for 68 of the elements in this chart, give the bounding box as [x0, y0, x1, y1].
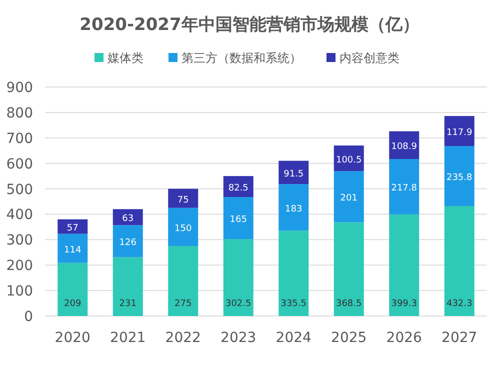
x-tick-label: 2027	[442, 330, 478, 346]
bar	[389, 158, 420, 214]
bar	[444, 116, 474, 146]
y-tick-label: 200	[6, 258, 33, 274]
y-tick-label: 800	[6, 105, 33, 122]
bar	[112, 225, 143, 258]
bar	[112, 209, 143, 226]
data-label: 183	[285, 204, 302, 214]
data-label: 126	[119, 238, 137, 248]
x-tick-label: 2022	[165, 330, 201, 346]
chart-title: 2020-2027年中国智能营销市场规模（亿）	[80, 15, 420, 35]
data-label: 57	[66, 224, 78, 234]
y-tick-label: 600	[6, 156, 33, 172]
data-label: 275	[174, 299, 192, 309]
y-tick-label: 300	[6, 232, 33, 249]
x-tick-label: 2026	[386, 330, 422, 346]
data-label: 209	[64, 299, 82, 309]
x-tick-label: 2020	[54, 330, 90, 346]
data-label: 335.5	[280, 299, 307, 309]
bar	[168, 208, 198, 246]
data-label: 91.5	[284, 169, 304, 180]
bar	[334, 222, 364, 316]
y-tick-label: 500	[6, 182, 33, 198]
data-label: 63	[122, 214, 134, 224]
data-label: 399.3	[391, 299, 418, 309]
data-label: 75	[177, 195, 189, 206]
data-label: 201	[340, 194, 358, 204]
x-tick-label: 2024	[276, 330, 312, 346]
bar	[278, 184, 309, 231]
bar	[278, 230, 309, 316]
data-label: 114	[64, 245, 82, 256]
bar	[444, 146, 474, 206]
y-tick-label: 900	[6, 80, 33, 96]
data-label: 235.8	[446, 173, 473, 184]
data-label: 100.5	[336, 155, 362, 166]
legend-label: 内容创意类	[340, 51, 400, 65]
data-label: 432.3	[446, 299, 472, 309]
data-label: 117.9	[446, 128, 473, 138]
x-tick-label: 2025	[331, 330, 367, 346]
y-tick-label: 0	[24, 309, 33, 325]
bar	[58, 219, 88, 234]
bar	[223, 176, 254, 198]
data-label: 82.5	[228, 184, 248, 194]
data-label: 217.8	[391, 184, 418, 194]
bar	[168, 246, 198, 316]
bar	[58, 234, 88, 263]
bar	[278, 160, 309, 184]
bar	[444, 206, 474, 316]
bar	[223, 197, 254, 240]
bar	[223, 239, 254, 316]
bar	[168, 188, 198, 208]
bar	[334, 171, 364, 222]
bar	[334, 146, 364, 172]
bar	[58, 262, 88, 316]
data-label: 150	[174, 224, 192, 234]
legend-label: 媒体类	[108, 51, 144, 65]
x-tick-label: 2021	[110, 330, 146, 346]
data-label: 302.5	[225, 299, 252, 309]
bar	[112, 257, 143, 316]
data-label: 231	[119, 299, 136, 309]
data-label: 108.9	[391, 142, 418, 152]
data-label: 368.5	[336, 299, 362, 309]
bar	[389, 214, 420, 316]
x-tick-label: 2023	[220, 330, 256, 346]
y-tick-label: 700	[6, 130, 33, 147]
y-tick-label: 400	[6, 207, 33, 224]
data-label: 165	[230, 215, 247, 226]
y-tick-label: 100	[6, 284, 33, 300]
